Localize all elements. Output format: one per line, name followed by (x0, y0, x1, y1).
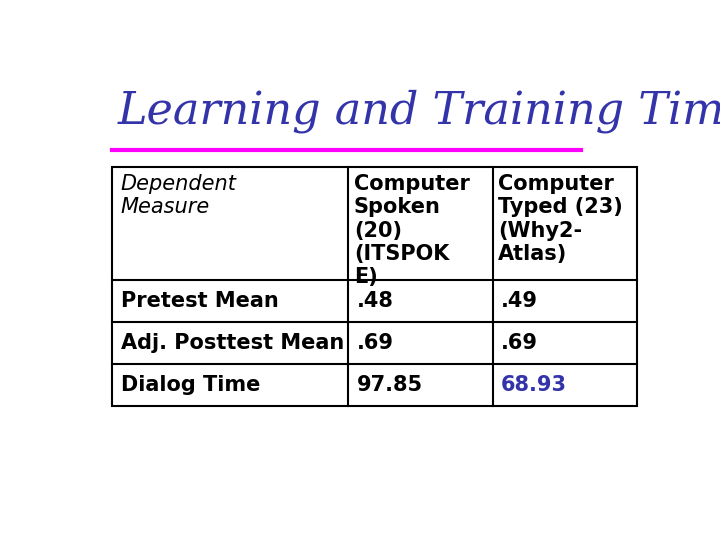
Text: Dialog Time: Dialog Time (121, 375, 260, 395)
Text: Dependent
Measure: Dependent Measure (121, 174, 237, 218)
Bar (112, 167, 636, 406)
Text: .48: .48 (356, 292, 394, 312)
Text: Computer
Spoken
(20)
(ITSPOK
E): Computer Spoken (20) (ITSPOK E) (354, 174, 470, 287)
Text: .69: .69 (356, 333, 394, 353)
Text: 68.93: 68.93 (501, 375, 567, 395)
Text: 97.85: 97.85 (356, 375, 423, 395)
Text: Learning and Training Time: Learning and Training Time (118, 90, 720, 133)
Text: Adj. Posttest Mean: Adj. Posttest Mean (121, 333, 344, 353)
Text: .69: .69 (501, 333, 538, 353)
Text: .49: .49 (501, 292, 538, 312)
Text: Computer
Typed (23)
(Why2-
Atlas): Computer Typed (23) (Why2- Atlas) (498, 174, 623, 264)
Text: Pretest Mean: Pretest Mean (121, 292, 279, 312)
